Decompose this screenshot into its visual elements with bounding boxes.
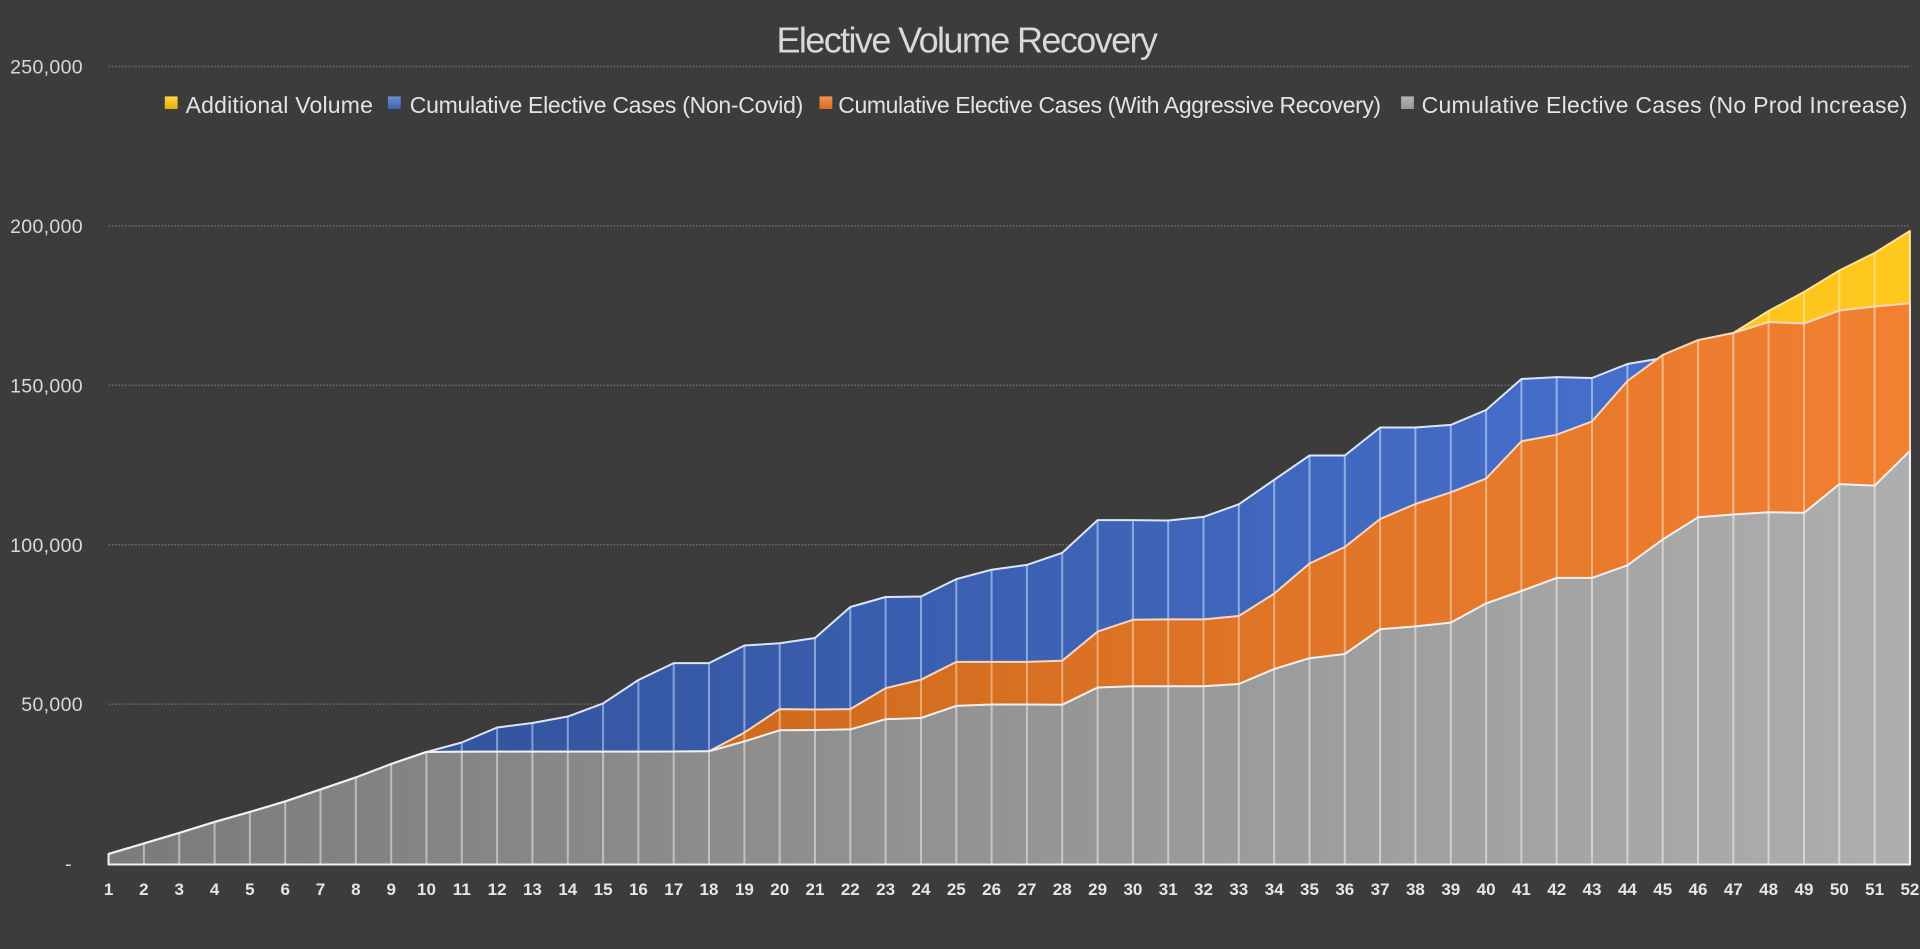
svg-text:17: 17	[664, 880, 683, 899]
svg-text:30: 30	[1123, 880, 1142, 899]
svg-text:47: 47	[1724, 880, 1743, 899]
svg-text:51: 51	[1865, 880, 1884, 899]
svg-text:12: 12	[488, 880, 507, 899]
svg-text:100,000: 100,000	[10, 535, 83, 557]
svg-text:Additional Volume: Additional Volume	[186, 92, 374, 118]
svg-text:18: 18	[700, 880, 719, 899]
svg-text:5: 5	[245, 880, 254, 899]
svg-text:23: 23	[876, 880, 895, 899]
svg-text:25: 25	[947, 880, 966, 899]
svg-text:2: 2	[139, 880, 148, 899]
svg-text:-: -	[65, 854, 72, 876]
svg-text:39: 39	[1441, 880, 1460, 899]
svg-text:35: 35	[1300, 880, 1319, 899]
svg-text:4: 4	[210, 880, 220, 899]
svg-text:42: 42	[1547, 880, 1566, 899]
svg-text:200,000: 200,000	[10, 216, 83, 238]
svg-text:34: 34	[1265, 880, 1284, 899]
svg-text:37: 37	[1371, 880, 1390, 899]
svg-text:10: 10	[417, 880, 436, 899]
svg-text:9: 9	[386, 880, 395, 899]
svg-text:50,000: 50,000	[21, 694, 83, 716]
svg-text:Cumulative Elective Cases (Wit: Cumulative Elective Cases (With Aggressi…	[838, 92, 1380, 118]
svg-text:19: 19	[735, 880, 754, 899]
svg-text:150,000: 150,000	[10, 375, 83, 397]
svg-text:44: 44	[1618, 880, 1637, 899]
svg-text:3: 3	[174, 880, 183, 899]
svg-text:46: 46	[1689, 880, 1708, 899]
svg-text:6: 6	[280, 880, 289, 899]
svg-text:21: 21	[806, 880, 825, 899]
svg-text:20: 20	[770, 880, 789, 899]
svg-text:27: 27	[1017, 880, 1036, 899]
svg-text:45: 45	[1653, 880, 1672, 899]
svg-text:29: 29	[1088, 880, 1107, 899]
svg-text:8: 8	[351, 880, 360, 899]
svg-text:Cumulative Elective Cases (No: Cumulative Elective Cases (No Prod Incre…	[1422, 92, 1908, 118]
svg-text:48: 48	[1759, 880, 1778, 899]
svg-text:38: 38	[1406, 880, 1425, 899]
svg-text:50: 50	[1830, 880, 1849, 899]
svg-text:26: 26	[982, 880, 1001, 899]
svg-text:Cumulative Elective Cases (Non: Cumulative Elective Cases (Non-Covid)	[410, 92, 803, 118]
svg-text:250,000: 250,000	[10, 57, 83, 79]
svg-text:52: 52	[1900, 880, 1919, 899]
svg-text:7: 7	[316, 880, 325, 899]
svg-text:28: 28	[1053, 880, 1072, 899]
svg-text:32: 32	[1194, 880, 1213, 899]
svg-text:41: 41	[1512, 880, 1531, 899]
svg-text:15: 15	[594, 880, 613, 899]
svg-text:49: 49	[1795, 880, 1814, 899]
svg-text:14: 14	[558, 880, 577, 899]
svg-text:22: 22	[841, 880, 860, 899]
svg-text:16: 16	[629, 880, 648, 899]
svg-text:36: 36	[1335, 880, 1354, 899]
svg-text:1: 1	[104, 880, 113, 899]
svg-text:40: 40	[1477, 880, 1496, 899]
svg-text:31: 31	[1159, 880, 1178, 899]
svg-text:13: 13	[523, 880, 542, 899]
svg-text:43: 43	[1583, 880, 1602, 899]
svg-text:11: 11	[453, 880, 471, 899]
svg-text:24: 24	[912, 880, 931, 899]
svg-text:Elective Volume Recovery: Elective Volume Recovery	[777, 20, 1158, 61]
svg-text:33: 33	[1229, 880, 1248, 899]
